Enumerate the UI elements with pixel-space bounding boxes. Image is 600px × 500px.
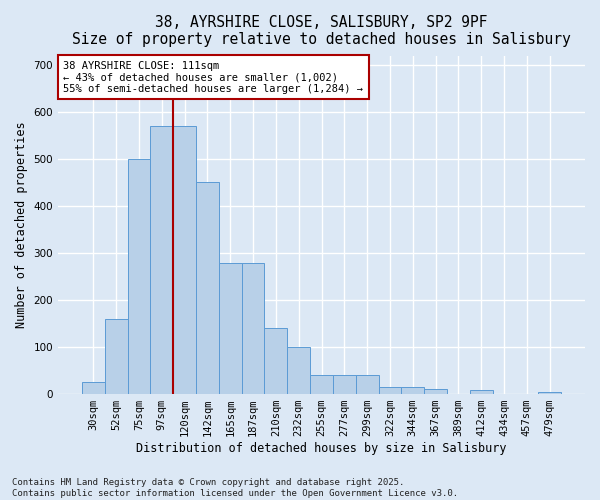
Text: Contains HM Land Registry data © Crown copyright and database right 2025.
Contai: Contains HM Land Registry data © Crown c… — [12, 478, 458, 498]
Bar — [538, 392, 561, 394]
Y-axis label: Number of detached properties: Number of detached properties — [15, 122, 28, 328]
Bar — [105, 319, 128, 394]
Bar — [151, 126, 173, 394]
Bar — [82, 382, 105, 394]
Bar — [379, 387, 401, 394]
Bar — [173, 126, 196, 394]
Bar — [219, 264, 242, 394]
Text: 38 AYRSHIRE CLOSE: 111sqm
← 43% of detached houses are smaller (1,002)
55% of se: 38 AYRSHIRE CLOSE: 111sqm ← 43% of detac… — [64, 60, 364, 94]
Bar — [333, 376, 356, 394]
Bar — [356, 376, 379, 394]
Bar — [310, 376, 333, 394]
Title: 38, AYRSHIRE CLOSE, SALISBURY, SP2 9PF
Size of property relative to detached hou: 38, AYRSHIRE CLOSE, SALISBURY, SP2 9PF S… — [72, 15, 571, 48]
Bar — [196, 182, 219, 394]
Bar — [242, 264, 265, 394]
Bar — [424, 390, 447, 394]
Bar — [470, 390, 493, 394]
Bar — [401, 387, 424, 394]
Bar — [265, 328, 287, 394]
X-axis label: Distribution of detached houses by size in Salisbury: Distribution of detached houses by size … — [136, 442, 507, 455]
Bar — [287, 347, 310, 394]
Bar — [128, 159, 151, 394]
